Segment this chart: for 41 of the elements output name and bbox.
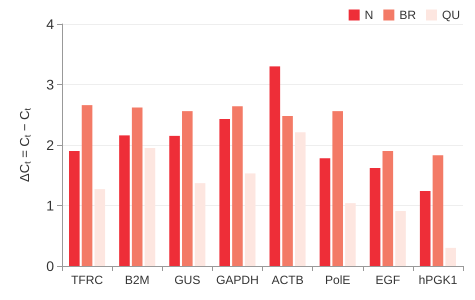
y-tick-label: 3 bbox=[46, 76, 54, 92]
legend-label: QU bbox=[442, 8, 460, 22]
x-tick-label: EGF bbox=[375, 273, 400, 287]
bar bbox=[432, 155, 444, 266]
legend-label: BR bbox=[399, 8, 416, 22]
bar bbox=[169, 136, 180, 266]
x-tick-label: GAPDH bbox=[216, 273, 259, 287]
bar bbox=[320, 158, 330, 266]
bar bbox=[232, 106, 243, 266]
bar bbox=[270, 66, 280, 266]
bar bbox=[219, 118, 230, 266]
y-tick-label: 4 bbox=[46, 16, 54, 32]
x-tick-label: PolE bbox=[325, 273, 350, 287]
bar bbox=[119, 135, 130, 266]
x-tick-label: B2M bbox=[124, 273, 150, 287]
bar bbox=[345, 203, 356, 266]
bar bbox=[182, 111, 193, 266]
bar bbox=[82, 105, 92, 266]
y-tick-label: 2 bbox=[46, 137, 54, 153]
bar bbox=[370, 168, 380, 266]
bar bbox=[144, 148, 156, 266]
y-axis-title: ΔCt = Ct − Ct bbox=[17, 108, 32, 182]
legend-label: N bbox=[364, 8, 374, 22]
y-tick-label: 1 bbox=[46, 198, 54, 214]
bar bbox=[94, 189, 106, 266]
bar bbox=[244, 173, 256, 266]
x-tick-label: ACTB bbox=[272, 273, 304, 287]
x-tick-label: GUS bbox=[174, 273, 200, 287]
x-tick-label: TFRC bbox=[71, 273, 104, 287]
bar bbox=[395, 210, 406, 266]
bar bbox=[332, 111, 343, 266]
bar bbox=[445, 248, 456, 266]
bar bbox=[132, 107, 142, 266]
bar bbox=[194, 183, 206, 266]
bar bbox=[69, 151, 80, 266]
x-tick-label: hPGK1 bbox=[418, 273, 458, 287]
bar bbox=[282, 116, 293, 266]
bar bbox=[294, 132, 306, 266]
bar bbox=[420, 190, 431, 266]
bar bbox=[382, 151, 394, 266]
y-tick-label: 0 bbox=[46, 258, 54, 274]
